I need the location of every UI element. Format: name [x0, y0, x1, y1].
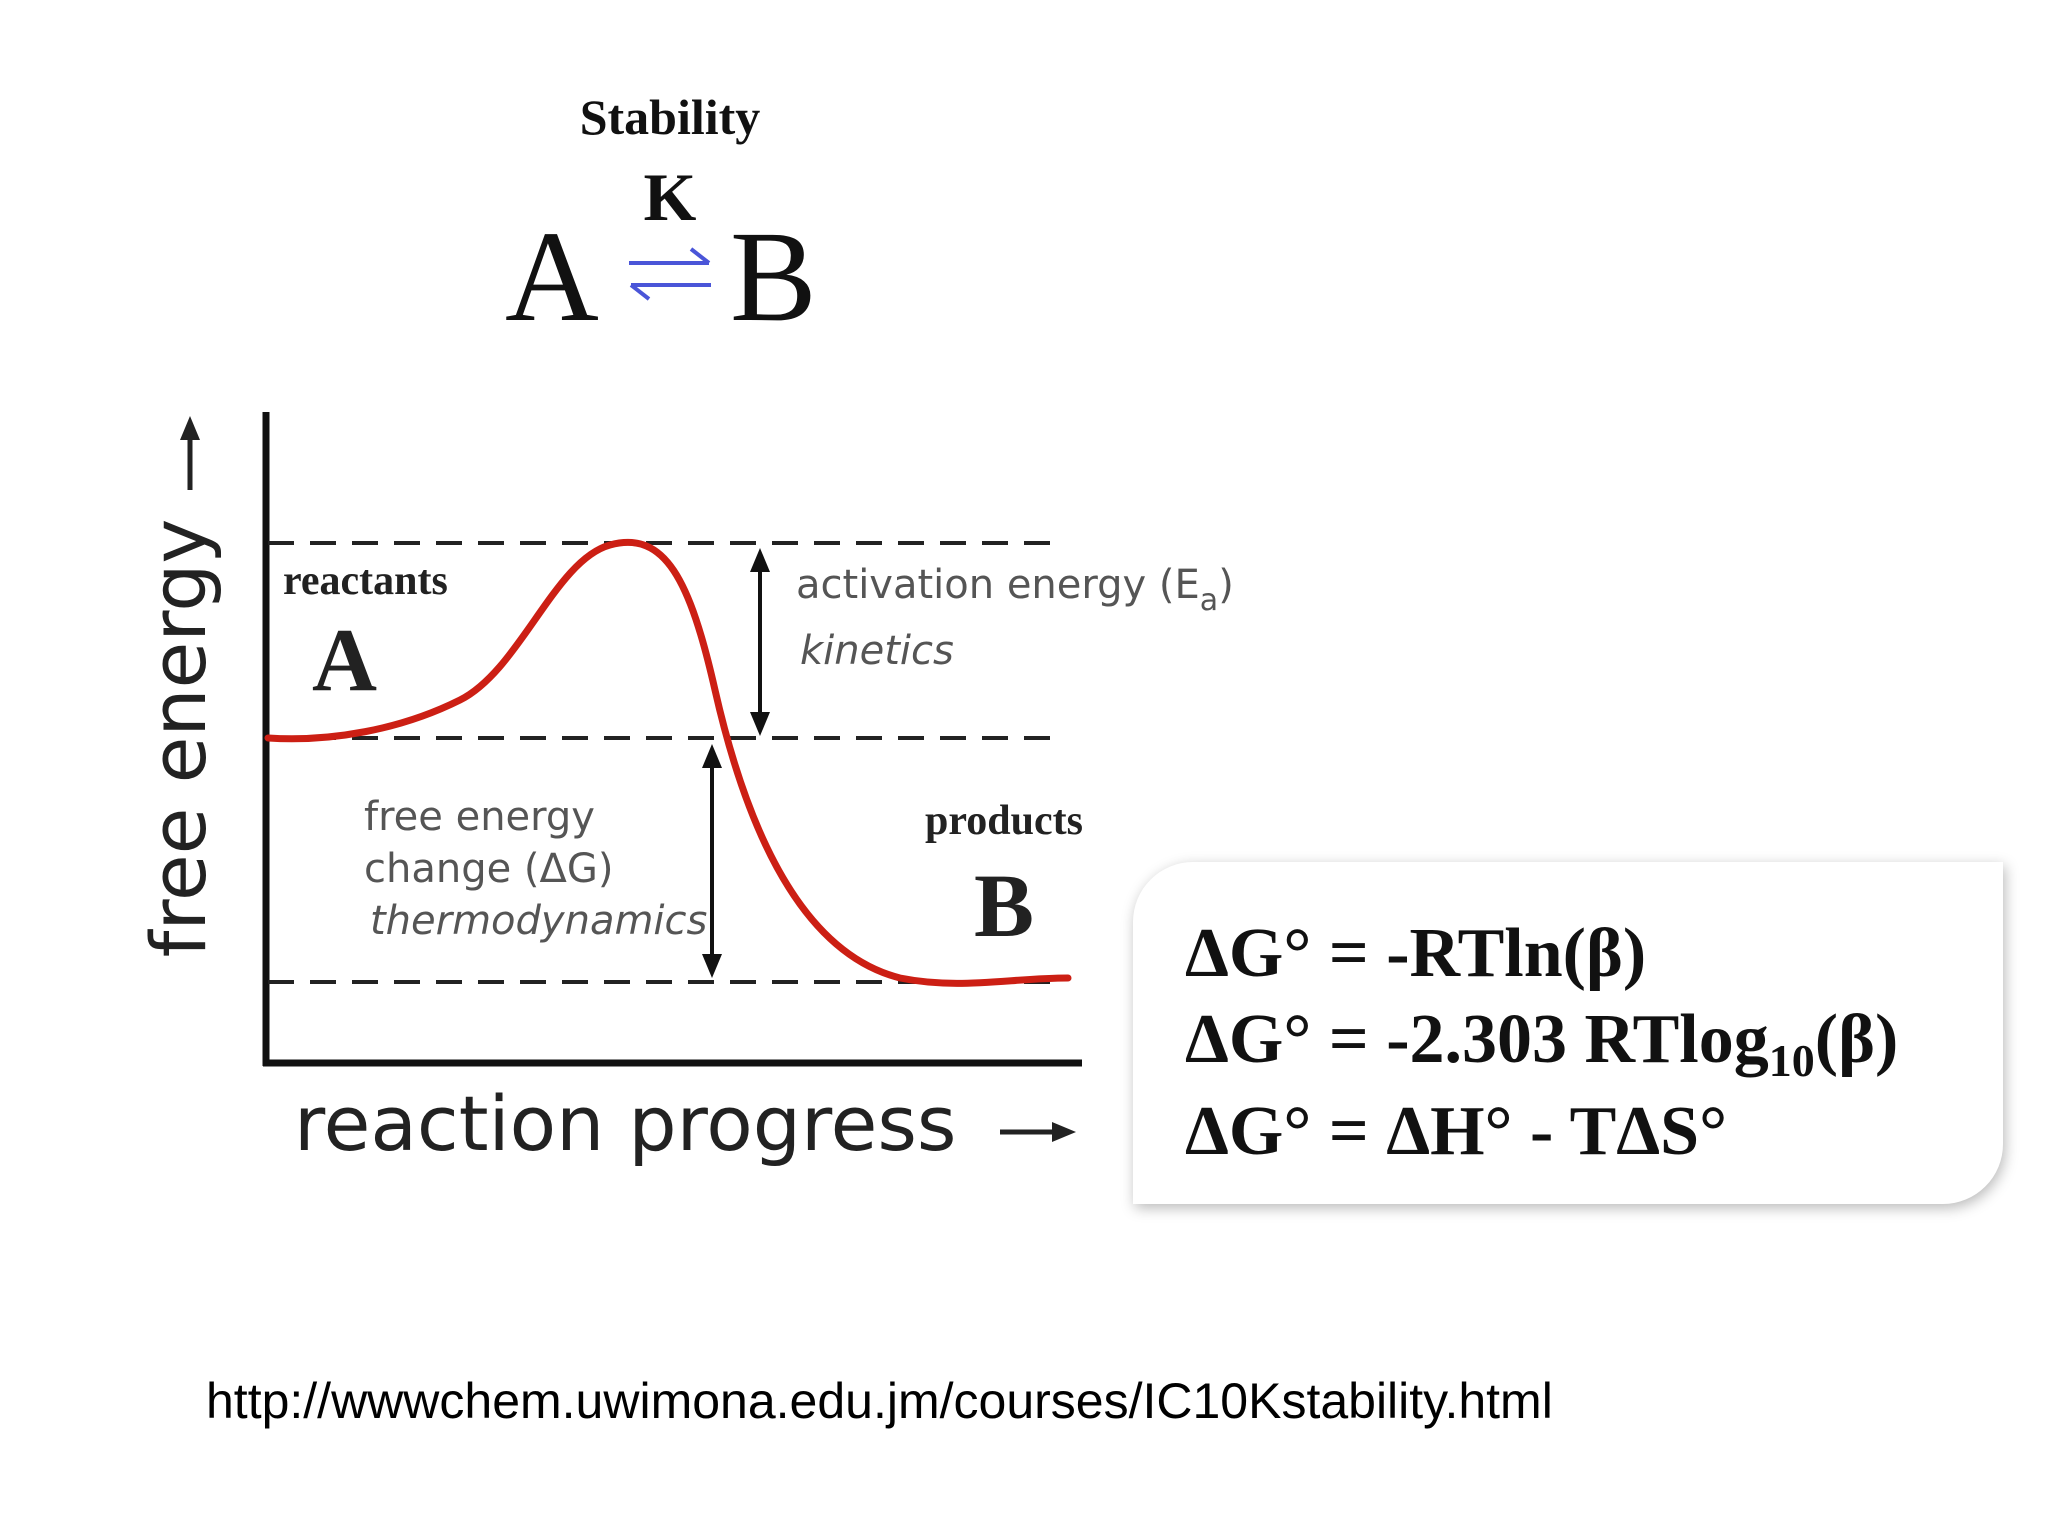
equations-panel: ΔG° = -RTln(β) ΔG° = -2.303 RTlog10(β) Δ… [1133, 862, 2003, 1204]
x-axis-label: reaction progress [294, 1079, 957, 1168]
equilibrium-constant-label: K [643, 159, 697, 235]
equation-line-2-main: ΔG° = -2.303 RTlog [1185, 1001, 1769, 1078]
equation-line-1: ΔG° = -RTln(β) [1185, 915, 1647, 992]
activation-energy-label: activation energy (Ea) [796, 562, 1234, 618]
activation-energy-arrow [750, 548, 770, 736]
equation-line-2-subscript: 10 [1768, 1035, 1815, 1086]
products-symbol: B [974, 857, 1034, 956]
stability-title: Stability [579, 89, 761, 145]
equation-line-2: ΔG° = -2.303 RTlog10(β) [1185, 1000, 1898, 1087]
product-symbol: B [730, 205, 817, 349]
equilibrium-arrows-icon [629, 247, 711, 301]
reactants-symbol: A [312, 611, 377, 710]
reactants-label: reactants [283, 558, 448, 604]
products-label: products [925, 798, 1083, 844]
y-axis-label: free energy [134, 519, 223, 958]
free-energy-change-arrow [702, 744, 722, 978]
reaction-curve [264, 538, 1072, 987]
source-url: http://wwwchem.uwimona.edu.jm/courses/IC… [206, 1373, 1553, 1429]
x-axis-arrow-icon [1000, 1122, 1076, 1142]
free-energy-label-line2: change (ΔG) [364, 846, 614, 892]
kinetics-label: kinetics [800, 628, 954, 674]
reactant-symbol: A [505, 205, 599, 349]
equation-line-3: ΔG° = ΔH° - TΔS° [1185, 1093, 1728, 1170]
thermodynamics-label: thermodynamics [370, 898, 707, 944]
free-energy-label-line1: free energy [364, 794, 595, 840]
y-axis-arrow-icon [180, 416, 200, 490]
equation-line-2-end: (β) [1814, 1001, 1899, 1078]
